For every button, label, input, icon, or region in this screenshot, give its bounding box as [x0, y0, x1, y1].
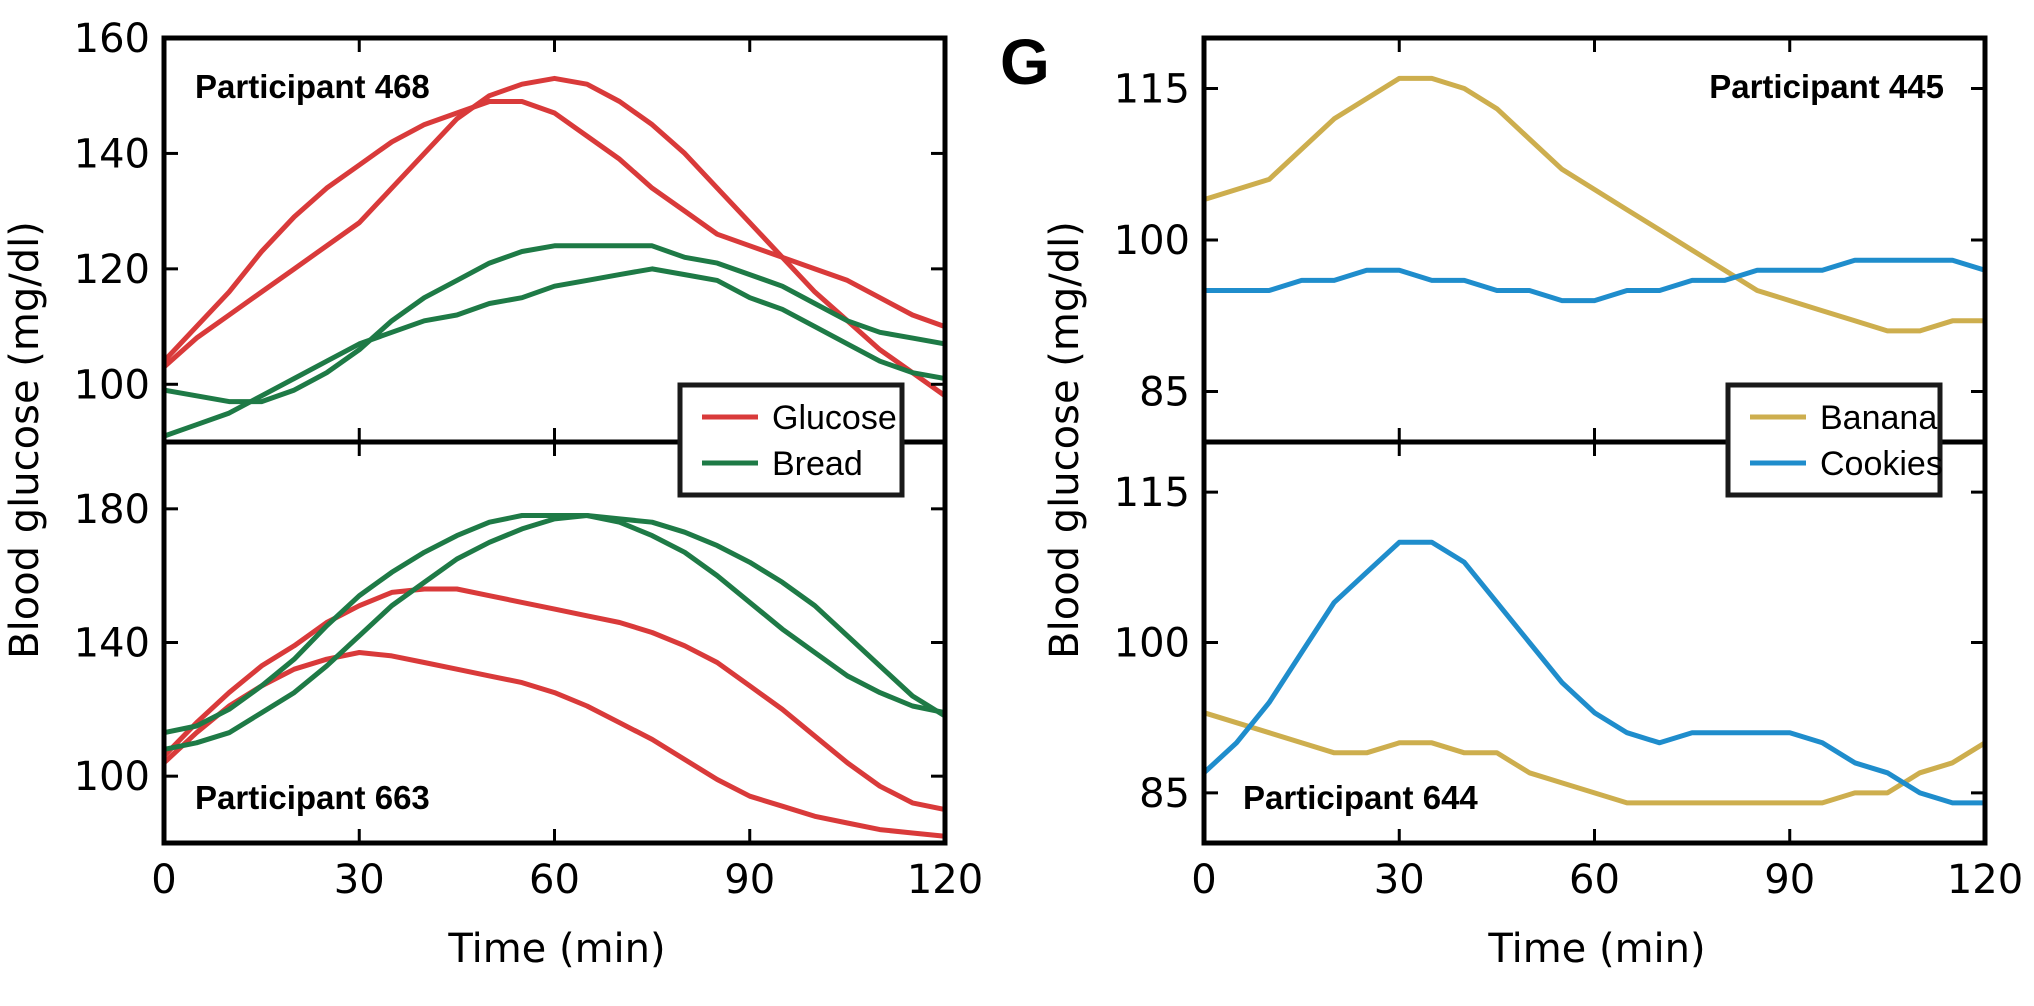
series-line-bread-3 — [164, 513, 945, 736]
y-tick-label: 120 — [74, 247, 150, 293]
right-y-axis-label: Blood glucose (mg/dl) — [1042, 221, 1088, 659]
participant-label: Participant 445 — [1709, 68, 1944, 105]
panel-letter: G — [1000, 26, 1050, 98]
panel-p445: 85 100 115 Participant 445 — [1114, 35, 1988, 445]
series-group — [1204, 539, 1985, 806]
series-line-bread-4 — [164, 266, 945, 439]
series-line-glucose-1 — [164, 99, 945, 364]
x-tick-label: 30 — [334, 857, 385, 903]
legend-label-banana: Banana — [1820, 399, 1937, 437]
legend-right: Banana Cookies — [1725, 382, 1943, 498]
left-y-axis-label: Blood glucose (mg/dl) — [2, 221, 48, 659]
x-tick-label: 90 — [724, 857, 775, 903]
x-tick-label: 120 — [1947, 857, 2023, 903]
series-line-banana-1 — [1204, 75, 1985, 334]
plot-frame — [1201, 439, 1988, 846]
legend-box — [677, 382, 905, 498]
series-group — [164, 75, 945, 439]
series-line-banana-1 — [1204, 710, 1985, 806]
x-tick-label: 60 — [1569, 857, 1620, 903]
participant-label: Participant 644 — [1243, 779, 1478, 816]
x-tick-label: 0 — [151, 857, 176, 903]
series-line-bread-3 — [164, 243, 945, 405]
plot-frame — [161, 439, 948, 846]
y-tick-label: 100 — [74, 362, 150, 408]
series-line-cookies-2 — [1204, 539, 1985, 806]
left-x-axis-label: Time (min) — [447, 926, 665, 972]
y-tick-label: 140 — [74, 621, 150, 667]
participant-label: Participant 468 — [195, 68, 430, 105]
x-tick-label: 0 — [1191, 857, 1216, 903]
x-tick-label: 120 — [907, 857, 983, 903]
x-tick-label: 30 — [1374, 857, 1425, 903]
legend-label-glucose: Glucose — [772, 399, 897, 437]
y-tick-label: 85 — [1139, 370, 1190, 416]
legend-label-bread: Bread — [772, 445, 863, 483]
panel-p468: 100 120 140 160 Participant 468 — [74, 16, 948, 445]
y-tick-label: 100 — [74, 754, 150, 800]
series-group — [1204, 75, 1985, 334]
x-tick-label: 90 — [1764, 857, 1815, 903]
panel-p663: 100 140 180 0 30 60 90 120 Participant 663 — [74, 439, 983, 903]
y-tick-label: 115 — [1114, 470, 1190, 516]
y-tick-label: 85 — [1139, 771, 1190, 817]
legend-label-cookies: Cookies — [1820, 445, 1943, 483]
legend-box — [1725, 382, 1943, 498]
y-tick-label: 100 — [1114, 621, 1190, 667]
y-tick-label: 160 — [74, 16, 150, 62]
series-line-bread-4 — [164, 513, 945, 752]
participant-label: Participant 663 — [195, 779, 430, 816]
series-line-glucose-1 — [164, 586, 945, 813]
y-tick-label: 180 — [74, 487, 150, 533]
y-tick-label: 140 — [74, 131, 150, 177]
series-line-cookies-2 — [1204, 257, 1985, 304]
series-line-glucose-2 — [164, 650, 945, 839]
x-tick-label: 60 — [529, 857, 580, 903]
series-group — [164, 513, 945, 839]
y-tick-label: 100 — [1114, 218, 1190, 264]
series-line-glucose-2 — [164, 75, 945, 399]
legend-left: Glucose Bread — [677, 382, 905, 498]
panel-p644: 85 100 115 0 30 60 90 120 Participant 644 — [1114, 439, 2023, 903]
y-tick-label: 115 — [1114, 67, 1190, 113]
right-x-axis-label: Time (min) — [1487, 926, 1705, 972]
